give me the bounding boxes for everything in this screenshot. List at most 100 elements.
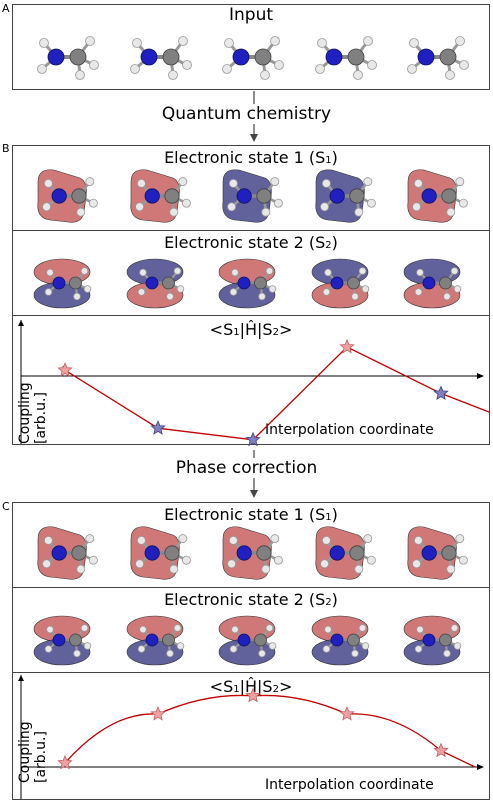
hydrogen-atom [351,292,359,301]
hydrogen-atom [261,564,271,574]
carbon-atom [349,545,365,561]
hydrogen-atom [136,178,146,188]
hydrogen-atom [268,642,277,650]
carbon-atom [439,48,457,66]
molecule [37,36,99,80]
hydrogen-atom [181,555,191,565]
orbital [403,615,462,666]
orbital [407,169,468,223]
hydrogen-atom [89,60,99,70]
b-coupling-title: <S1|Ĥ|S2> [209,320,293,339]
hydrogen-atom [322,645,331,653]
hydrogen-atom [258,292,266,301]
orbital [37,526,98,580]
hydrogen-atom [43,535,53,545]
hydrogen-atom [445,70,455,80]
hydrogen-atom [273,198,283,208]
hydrogen-atom [446,564,456,574]
hydrogen-atom [455,177,465,187]
b-state2-orbitals [33,258,462,309]
molecule [130,36,192,80]
hydrogen-atom [413,535,423,545]
nitrogen-atom [329,188,345,204]
hydrogen-atom [320,202,330,212]
carbon-atom [254,48,272,66]
b-coupling-panel: <S1|Ĥ|S2> Coupling [arb.u.] Interpolation… [12,315,490,447]
data-point-star [150,706,166,721]
carbon-atom [347,276,360,290]
b-coupling-chart [18,320,490,447]
hydrogen-atom [358,624,367,632]
hydrogen-atom [178,36,188,46]
b-state1-title: Electronic state 1 (S1) [164,148,338,167]
hydrogen-atom [85,534,95,544]
hydrogen-atom [135,202,145,212]
hydrogen-atom [361,642,370,650]
hydrogen-atom [351,649,359,658]
step-label-quantum-chemistry: Quantum chemistry [0,104,493,124]
hydrogen-atom [136,535,146,545]
hydrogen-atom [42,559,52,569]
hydrogen-atom [224,38,234,48]
hydrogen-atom [80,267,89,275]
hydrogen-atom [85,177,95,187]
hydrogen-atom [273,555,283,565]
hydrogen-atom [458,198,468,208]
molecule [315,36,377,80]
hydrogen-atom [265,624,274,632]
hydrogen-atom [228,178,238,188]
hydrogen-atom [315,64,325,74]
hydrogen-atom [88,555,98,565]
y-axis-arrow [18,320,24,326]
carbon-atom [347,633,360,647]
carbon-atom [256,188,272,204]
orbital [407,526,468,580]
hydrogen-atom [261,207,271,217]
hydrogen-atom [229,645,238,653]
hydrogen-atom [274,60,284,70]
carbon-atom [69,48,87,66]
hydrogen-atom [227,559,237,569]
hydrogen-atom [85,36,95,46]
x-axis-arrow [477,764,484,770]
hydrogen-atom [43,178,53,188]
orbital [37,169,98,223]
hydrogen-atom [363,36,373,46]
orbital [33,258,92,309]
hydrogen-atom [182,60,192,70]
nitrogen-atom [421,545,437,561]
hydrogen-atom [231,625,239,634]
hydrogen-atom [450,624,459,632]
hydrogen-atom [458,555,468,565]
nitrogen-atom [330,633,344,647]
carbon-atom [162,48,180,66]
carbon-atom [69,633,82,647]
orbital [130,169,191,223]
carbon-atom [441,188,457,204]
hydrogen-atom [176,285,185,293]
orbital [218,615,277,666]
hydrogen-atom [75,70,85,80]
carbon-atom [439,276,452,290]
hydrogen-atom [407,64,417,74]
hydrogen-atom [416,268,424,277]
nitrogen-atom [232,48,250,66]
hydrogen-atom [39,38,49,48]
data-point-star [339,706,355,721]
data-point-star [150,420,166,435]
carbon-atom [69,276,82,290]
hydrogen-atom [37,64,47,74]
hydrogen-atom [453,642,462,650]
orbital [311,615,370,666]
coupling-curve [64,694,476,768]
carbon-atom [164,188,180,204]
hydrogen-atom [455,534,465,544]
hydrogen-atom [455,36,465,46]
data-point-star [57,754,73,770]
x-axis-arrow [477,373,484,379]
hydrogen-atom [270,534,280,544]
data-point-star [433,742,449,758]
orbital [315,526,376,580]
c-coupling-panel: <S1|Ĥ|S2> Coupling [arb.u.] Interpolation… [12,672,490,800]
carbon-atom [439,633,452,647]
